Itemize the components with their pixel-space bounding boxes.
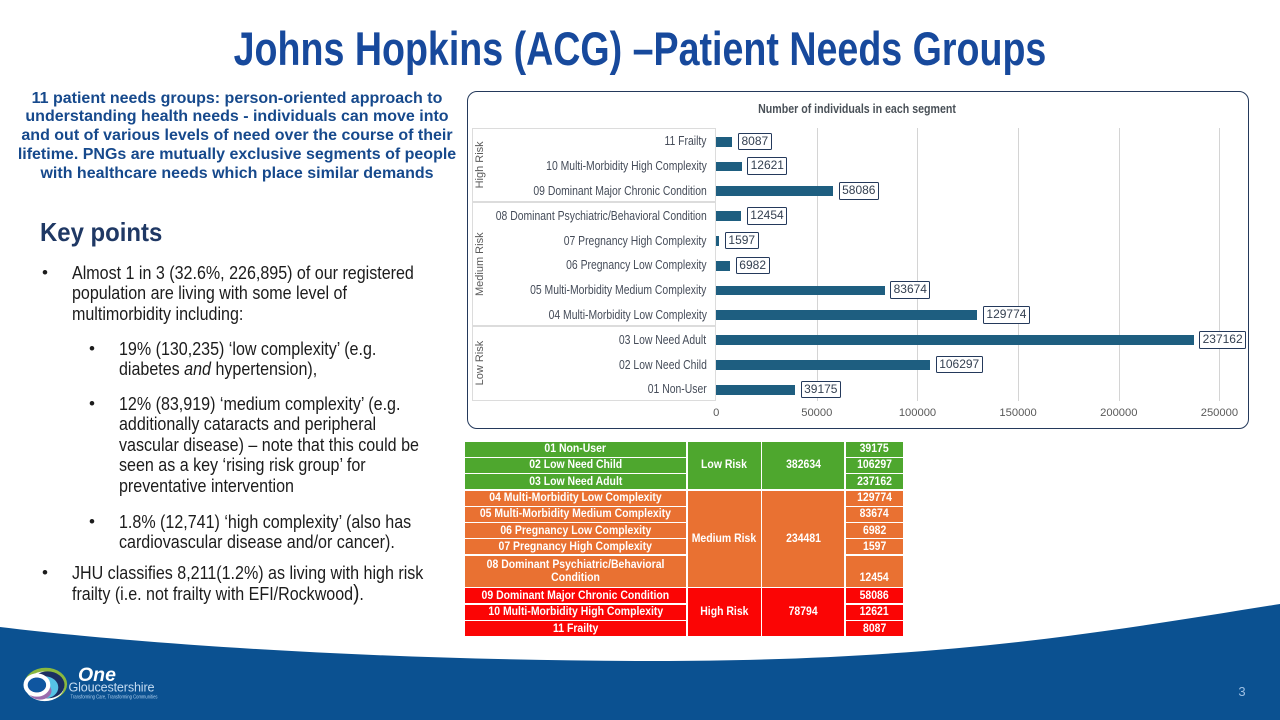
svg-text:Transforming Care, Transformin: Transforming Care, Transforming Communit… [71, 695, 158, 701]
svg-text:Gloucestershire: Gloucestershire [69, 681, 155, 695]
svg-text:One: One [78, 664, 116, 686]
